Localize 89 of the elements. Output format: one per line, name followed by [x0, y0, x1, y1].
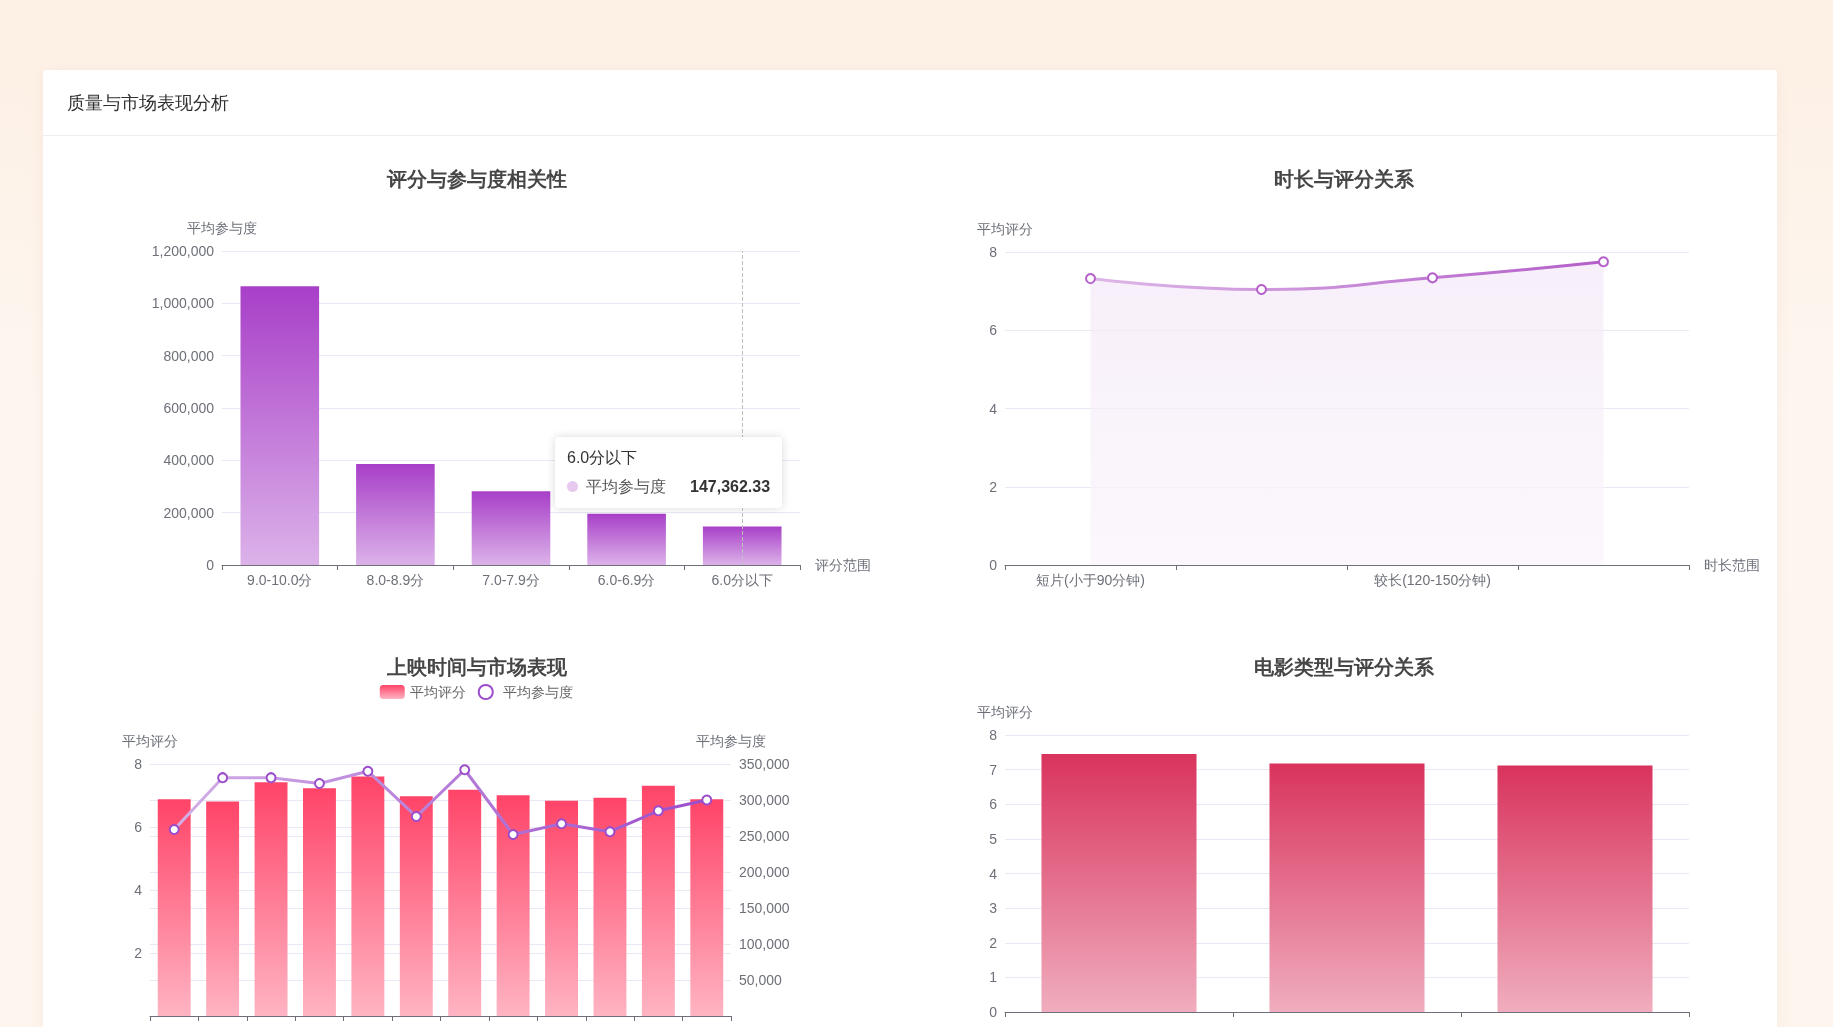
point: [701, 794, 713, 806]
point: [265, 772, 277, 784]
legend-label: 平均评分: [409, 684, 466, 700]
y2-tick-label: 100,000: [739, 936, 790, 952]
y2-axis-title: 平均参与度: [696, 733, 766, 749]
chart-title: 上映时间与市场表现: [385, 656, 568, 678]
y-axis-title: 平均评分: [977, 221, 1033, 237]
point: [217, 772, 229, 784]
y-axis-title: 平均参与度: [187, 220, 257, 236]
x-tick-label: 短片(小于90分钟): [1036, 572, 1145, 588]
bar: [496, 795, 530, 1016]
y-tick-label: 6: [989, 796, 998, 813]
y-tick-label: 2: [134, 945, 143, 961]
y-tick-label: 1: [989, 969, 998, 986]
y2-tick-label: 350,000: [739, 756, 790, 772]
legend-label: 平均参与度: [503, 684, 574, 700]
bar: [702, 526, 782, 565]
y-tick-label: 4: [989, 400, 998, 417]
y-tick-label: 8: [134, 756, 143, 772]
bar: [240, 286, 320, 565]
bar: [399, 796, 433, 1016]
point: [410, 811, 422, 823]
y-tick-label: 2: [989, 478, 998, 495]
bar: [471, 491, 551, 565]
point: [1085, 273, 1096, 285]
bar: [351, 776, 385, 1016]
y-tick-label: 7: [989, 761, 998, 778]
y-tick-label: 600,000: [163, 400, 215, 416]
y-axis-title: 平均评分: [122, 733, 178, 749]
point: [507, 829, 519, 841]
y2-tick-label: 50,000: [739, 972, 783, 988]
y-tick-label: 4: [134, 882, 143, 898]
point: [459, 764, 471, 776]
point: [168, 824, 180, 836]
bar: [587, 513, 666, 565]
y2-tick-label: 250,000: [739, 828, 790, 844]
y-tick-label: 6: [989, 322, 998, 339]
point: [1598, 256, 1609, 268]
bar: [157, 799, 191, 1016]
point: [652, 805, 664, 817]
chart-title: 电影类型与评分关系: [1253, 656, 1435, 678]
bar: [448, 789, 482, 1016]
y-tick-label: 8: [989, 244, 998, 260]
point: [556, 818, 568, 830]
text: 质量与市场表现分析: [67, 92, 229, 115]
bar: [593, 797, 627, 1016]
y-tick-label: 200,000: [163, 504, 215, 521]
bar: [690, 799, 724, 1016]
y-tick-label: 2: [989, 934, 998, 951]
point: [1427, 272, 1438, 284]
bar: [545, 800, 578, 1016]
y-tick-label: 1,000,000: [151, 295, 215, 312]
text: 6.0分以下: [567, 449, 638, 466]
point: [313, 777, 325, 789]
y-tick-label: 0: [989, 557, 998, 573]
point: [1256, 284, 1267, 296]
x-tick-label: 7.0-7.9分: [482, 572, 540, 588]
y2-tick-label: 300,000: [739, 792, 790, 808]
chart-title: 评分与参与度相关性: [385, 168, 567, 190]
y-axis-title: 平均评分: [977, 704, 1033, 720]
bar: [303, 788, 336, 1016]
x-tick-label: 8.0-8.9分: [366, 572, 425, 588]
y-tick-label: 1,200,000: [151, 243, 215, 259]
bar: [356, 464, 435, 565]
legend-label: 平均参与度: [586, 477, 666, 495]
y-tick-label: 400,000: [163, 452, 215, 469]
x-axis-title: 时长范围: [1704, 557, 1760, 573]
x-tick-label: 9.0-10.0分: [247, 572, 313, 588]
y-tick-label: 4: [989, 865, 998, 882]
x-tick-label: 6.0分以下: [711, 572, 773, 588]
point: [362, 765, 374, 777]
chart-title: 时长与评分关系: [1273, 168, 1415, 190]
data-label: 147,362.33: [690, 477, 771, 495]
y-tick-label: 0: [206, 557, 215, 573]
bar: [641, 785, 675, 1016]
bar: [254, 782, 288, 1016]
bar: [206, 801, 240, 1016]
x-tick-label: 较长(120-150分钟): [1374, 572, 1491, 588]
y2-tick-label: 200,000: [739, 864, 790, 880]
x-tick-label: 6.0-6.9分: [597, 572, 656, 588]
y-tick-label: 5: [989, 830, 998, 847]
point: [604, 826, 616, 838]
y-tick-label: 6: [134, 819, 143, 835]
y-tick-label: 800,000: [163, 347, 215, 364]
x-axis-title: 评分范围: [815, 557, 871, 573]
y-tick-label: 3: [989, 900, 998, 917]
y-tick-label: 0: [989, 1004, 998, 1020]
y-tick-label: 8: [989, 727, 998, 743]
y2-tick-label: 150,000: [739, 900, 790, 916]
